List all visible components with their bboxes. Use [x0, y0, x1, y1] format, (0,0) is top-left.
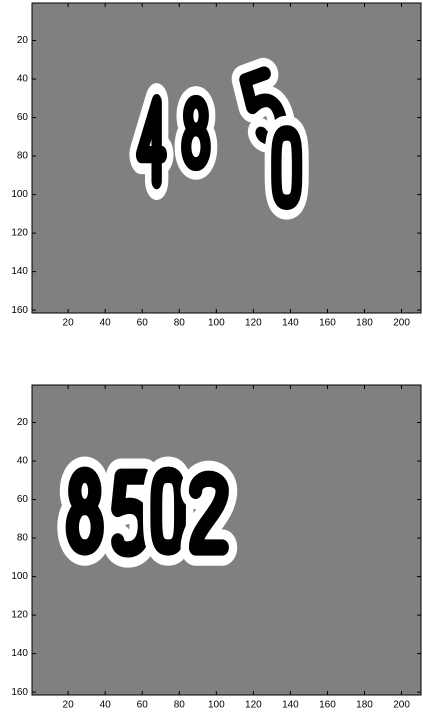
x-tick-label: 40 [100, 318, 112, 329]
y-tick-label: 80 [17, 533, 29, 544]
x-tick-label: 20 [63, 700, 75, 711]
y-tick-label: 140 [11, 266, 28, 277]
x-tick-label: 80 [174, 700, 186, 711]
x-tick-label: 160 [319, 700, 336, 711]
x-tick-label: 100 [208, 700, 225, 711]
y-tick-label: 160 [11, 687, 28, 698]
x-tick-label: 200 [393, 318, 410, 329]
x-tick-label: 200 [393, 700, 410, 711]
x-tick-label: 20 [63, 318, 75, 329]
x-tick-label: 100 [208, 318, 225, 329]
x-tick-label: 120 [245, 318, 262, 329]
image-axes: 20 40 60 80 100 120 140 160 180 200 20 40 60 80 100 120… [11, 3, 421, 329]
x-tick-label: 40 [100, 700, 112, 711]
y-tick-label: 120 [11, 610, 28, 621]
y-tick-label: 40 [17, 456, 29, 467]
y-tick-label: 40 [17, 74, 29, 85]
x-tick-label: 80 [174, 318, 186, 329]
y-tick-label: 20 [17, 35, 29, 46]
y-tick-label: 120 [11, 228, 28, 239]
x-tick-label: 160 [319, 318, 336, 329]
x-tick-label: 180 [356, 700, 373, 711]
x-tick-label: 140 [282, 700, 299, 711]
y-tick-label: 80 [17, 151, 29, 162]
y-tick-label: 100 [11, 571, 28, 582]
x-tick-label: 120 [245, 700, 262, 711]
image-background [32, 3, 421, 313]
x-tick-label: 60 [137, 700, 149, 711]
x-tick-label: 60 [137, 318, 149, 329]
y-tick-label: 100 [11, 189, 28, 200]
x-tick-label: 140 [282, 318, 299, 329]
image-axes: 20 40 60 80 100 120 140 160 180 200 20 40 60 80 100 120… [11, 385, 421, 711]
y-tick-label: 140 [11, 648, 28, 659]
y-tick-label: 60 [17, 112, 29, 123]
y-tick-label: 60 [17, 494, 29, 505]
figure: 20 40 60 80 100 120 140 160 180 200 20 40 60 80 100 120… [0, 0, 423, 714]
y-tick-label: 160 [11, 305, 28, 316]
y-tick-label: 20 [17, 417, 29, 428]
x-tick-label: 180 [356, 318, 373, 329]
